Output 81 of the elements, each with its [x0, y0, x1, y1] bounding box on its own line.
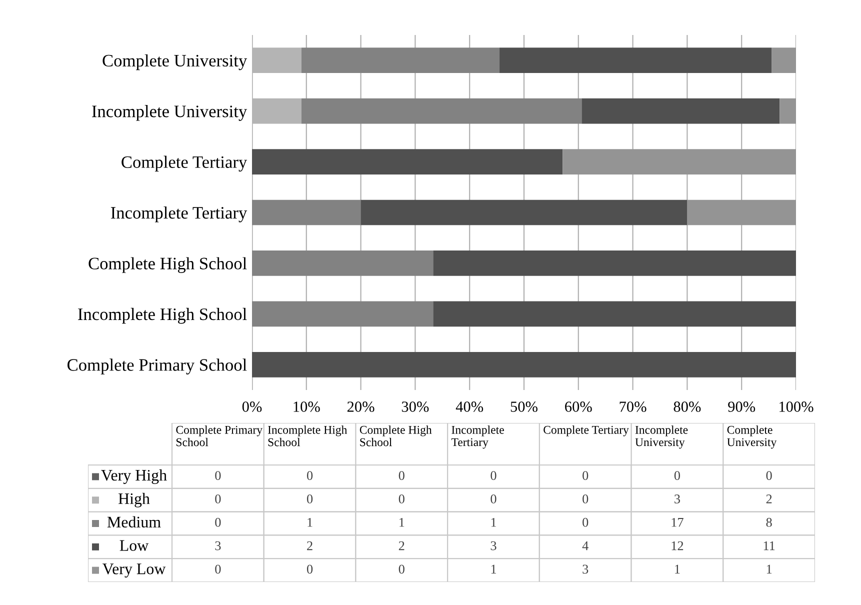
x-tick-label: 0% — [242, 402, 262, 412]
data-label: 0 — [398, 471, 404, 480]
bar — [562, 149, 796, 174]
data-label: 1 — [675, 564, 680, 574]
x-tick-label: 80% — [674, 402, 701, 412]
x-tick-label: 70% — [620, 402, 646, 412]
data-label: 0 — [766, 471, 772, 480]
x-tick-label: 90% — [728, 402, 756, 412]
x-tick-label: 20% — [347, 402, 374, 412]
x-tick-label: 60% — [565, 402, 592, 412]
x-tick-label: Incomplete Tertiary — [451, 426, 504, 449]
data-label: 0 — [306, 564, 313, 574]
data-label: 2 — [766, 494, 772, 504]
data-label: 1 — [308, 518, 312, 527]
data-label: 0 — [215, 471, 221, 480]
bar — [582, 98, 780, 124]
y-tick-label: Very High — [101, 469, 167, 484]
x-tick-label: Incomplete High School — [268, 426, 348, 446]
bar — [302, 98, 582, 124]
x-tick-label: Complete Tertiary — [544, 426, 629, 436]
y-tick-label: Complete High School — [88, 257, 247, 273]
y-tick-label: Incomplete Tertiary — [110, 206, 248, 222]
y-tick-label: High — [118, 492, 150, 508]
y-tick-label: Incomplete High School — [78, 308, 247, 324]
bar — [772, 48, 796, 74]
data-label: 2 — [307, 541, 312, 550]
bar — [687, 200, 796, 226]
data-label: 0 — [398, 564, 404, 574]
x-tick-label: 10% — [294, 402, 320, 412]
x-tick-label: Complete Primary School — [176, 426, 263, 446]
data-label: 12 — [672, 541, 684, 550]
y-tick-label: Complete Tertiary — [122, 156, 248, 172]
data-label: 3 — [215, 541, 221, 550]
bar — [500, 48, 772, 74]
y-tick-label: Incomplete University — [92, 105, 248, 121]
data-label: 0 — [398, 494, 404, 504]
data-label: 17 — [672, 518, 684, 527]
data-label: 0 — [306, 494, 313, 504]
x-tick-label: Complete High School — [360, 426, 432, 446]
data-label: 0 — [490, 494, 496, 504]
data-label: 3 — [490, 541, 496, 550]
data-label: 0 — [490, 471, 496, 480]
x-tick-label: Incomplete University — [635, 426, 688, 449]
x-tick-label: Complete University — [727, 426, 777, 449]
data-label: 0 — [582, 518, 588, 527]
bar — [302, 48, 500, 74]
y-tick-label: Complete University — [102, 54, 248, 70]
data-label: 2 — [398, 541, 404, 550]
bar — [433, 301, 796, 327]
bar — [252, 301, 434, 327]
bar — [360, 200, 688, 226]
x-tick-label: 100% — [780, 402, 814, 412]
bar — [252, 149, 563, 174]
bar — [780, 98, 796, 124]
data-label: 8 — [766, 518, 772, 527]
data-label: 3 — [582, 564, 588, 574]
data-label: 0 — [306, 471, 313, 480]
data-label: 0 — [215, 564, 221, 574]
data-label: 1 — [400, 518, 404, 527]
data-label: 11 — [764, 541, 775, 550]
x-tick-label: 40% — [456, 402, 484, 412]
data-label: 0 — [215, 518, 221, 527]
data-label: 4 — [582, 541, 588, 550]
bar — [252, 200, 361, 226]
y-tick-label: Medium — [107, 516, 161, 528]
bar — [252, 352, 796, 378]
bar — [252, 250, 434, 276]
bar — [433, 250, 796, 276]
y-tick-label: Very Low — [102, 564, 166, 578]
x-tick-label: 50% — [510, 402, 538, 412]
data-label: 0 — [582, 471, 588, 480]
data-label: 3 — [674, 494, 680, 504]
y-tick-label: Complete Primary School — [68, 358, 247, 374]
data-label: 0 — [215, 494, 221, 504]
data-label: 1 — [491, 564, 496, 574]
data-label: 0 — [582, 494, 588, 504]
data-label: 1 — [491, 518, 496, 527]
data-label: 0 — [674, 471, 680, 480]
x-tick-label: 30% — [402, 402, 429, 412]
data-label: 1 — [766, 564, 772, 574]
y-tick-label: Low — [120, 540, 149, 551]
